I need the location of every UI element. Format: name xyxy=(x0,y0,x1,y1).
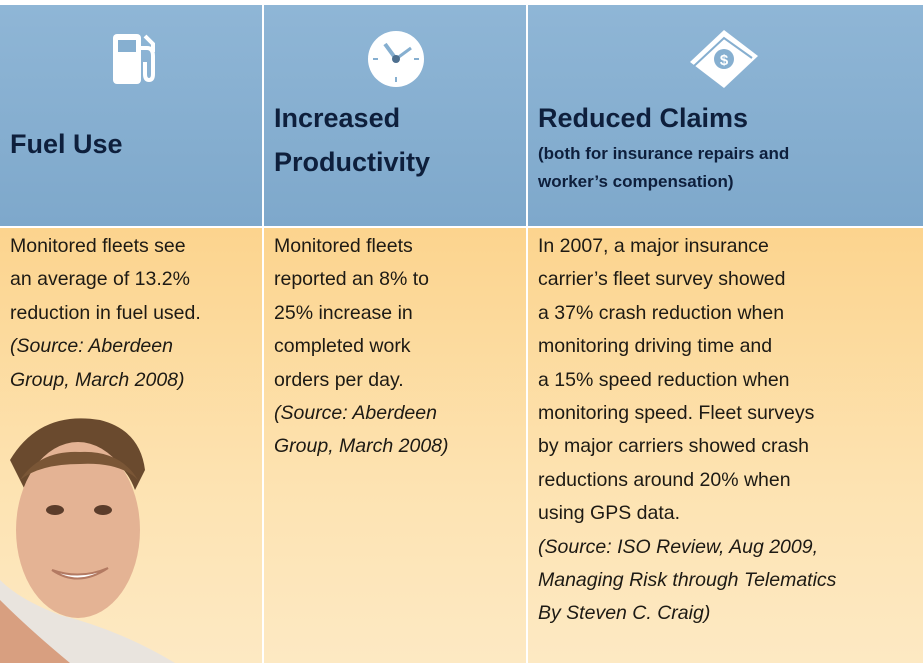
body-line: In 2007, a major insurance xyxy=(538,235,769,257)
body-line: 25% increase in xyxy=(274,301,413,324)
source-line: (Source: ISO Review, Aug 2009, xyxy=(538,535,819,558)
column-title: Fuel Use xyxy=(10,122,123,166)
body-line: carrier’s fleet survey showed xyxy=(538,268,786,291)
body-line: monitoring speed. Fleet surveys xyxy=(538,402,815,425)
source-line: By Steven C. Craig) xyxy=(538,602,711,625)
column-text: In 2007, a major insurance carrier’s flee… xyxy=(538,230,836,631)
subtitle-line: (both for insurance repairs and xyxy=(538,144,790,163)
clock-icon xyxy=(368,31,424,87)
subtitle-line: worker’s compensation) xyxy=(538,172,734,191)
body-line: using GPS data. xyxy=(538,502,681,525)
body-line: Monitored fleets xyxy=(274,235,413,257)
source-line: Managing Risk through Telematics xyxy=(538,569,837,592)
title-line: Reduced Claims xyxy=(538,103,749,133)
column-body xyxy=(528,228,923,663)
column-text: Monitored fleets reported an 8% to 25% inc… xyxy=(274,230,449,464)
column: Reduced Claims (both for insurance repair… xyxy=(528,0,923,663)
body-line: reductions around 20% when xyxy=(538,468,791,491)
body-line: by major carriers showed crash xyxy=(538,435,809,458)
column-title: Increased Productivity xyxy=(274,96,430,184)
svg-text:$: $ xyxy=(720,52,729,69)
body-line: monitoring driving time and xyxy=(538,335,773,358)
body-line: completed work xyxy=(274,335,411,358)
body-line: an average of 13.2% xyxy=(10,268,190,291)
body-line: reduction in fuel used. xyxy=(10,301,201,324)
body-line: Monitored fleets see xyxy=(10,235,186,257)
title-line: Fuel Use xyxy=(10,129,123,159)
source-line: Group, March 2008) xyxy=(274,435,449,458)
source-line: (Source: Aberdeen xyxy=(274,402,437,425)
title-line: Increased xyxy=(274,103,401,133)
body-line: reported an 8% to xyxy=(274,268,430,291)
source-line: (Source: Aberdeen xyxy=(10,335,173,358)
money-icon: $ xyxy=(690,30,758,88)
source-line: Group, March 2008) xyxy=(10,368,185,391)
column-body xyxy=(264,228,526,663)
fuel-icon xyxy=(113,34,155,84)
column-text: Monitored fleets see an average of 13.2% r… xyxy=(10,230,201,397)
body-line: a 37% crash reduction when xyxy=(538,301,785,324)
person-photo xyxy=(0,418,175,663)
column-title: Reduced Claims (both for insurance repair… xyxy=(538,96,789,196)
body-line: a 15% speed reduction when xyxy=(538,368,790,391)
body-line: orders per day. xyxy=(274,368,404,391)
column: Increased Productivity Monitored fleets rep… xyxy=(264,0,526,663)
title-line: Productivity xyxy=(274,147,431,177)
